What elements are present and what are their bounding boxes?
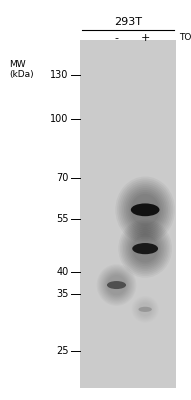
Text: 25: 25	[56, 346, 69, 356]
Bar	[80, 40, 176, 388]
Text: 130: 130	[50, 70, 69, 80]
Ellipse shape	[132, 243, 158, 254]
Ellipse shape	[138, 307, 152, 312]
Text: MW
(kDa): MW (kDa)	[10, 60, 34, 79]
Text: 70: 70	[56, 173, 69, 183]
Text: 100: 100	[50, 114, 69, 124]
Text: TOM1L1: TOM1L1	[180, 34, 191, 42]
Text: 35: 35	[56, 289, 69, 299]
Text: 293T: 293T	[114, 17, 142, 27]
Ellipse shape	[131, 204, 159, 216]
Text: +: +	[140, 33, 150, 43]
Text: -: -	[115, 33, 118, 43]
Text: 55: 55	[56, 214, 69, 224]
Text: 40: 40	[57, 267, 69, 277]
Ellipse shape	[107, 281, 126, 289]
